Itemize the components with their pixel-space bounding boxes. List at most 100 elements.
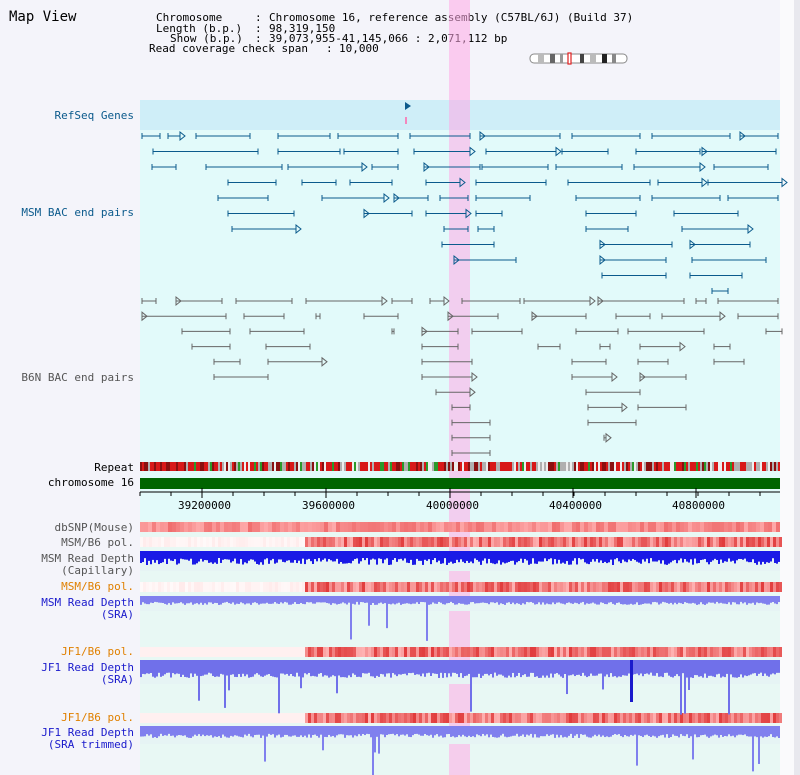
depth-bar xyxy=(400,726,402,735)
polymorphism-segment xyxy=(461,713,464,723)
repeat-segment xyxy=(632,462,634,471)
polymorphism-segment xyxy=(215,537,218,547)
repeat-segment xyxy=(540,462,542,471)
depth-bar xyxy=(354,660,356,675)
polymorphism-segment xyxy=(767,713,770,723)
depth-bar xyxy=(466,660,468,676)
depth-bar xyxy=(516,726,518,734)
right-scrollbar[interactable] xyxy=(794,0,800,775)
depth-bar xyxy=(336,551,338,559)
depth-bar xyxy=(362,660,364,674)
depth-bar xyxy=(336,596,338,605)
depth-bar xyxy=(462,660,464,678)
polymorphism-segment xyxy=(389,647,392,657)
polymorphism-segment xyxy=(638,647,641,657)
depth-bar xyxy=(458,660,460,678)
polymorphism-segment xyxy=(677,647,680,657)
polymorphism-segment xyxy=(185,647,188,657)
dbsnp-segment xyxy=(776,522,780,532)
track-label-msm-depth-sra[interactable]: MSM Read Depth xyxy=(41,596,134,609)
track-label-jf1-depth-trimmed[interactable]: JF1 Read Depth xyxy=(41,726,134,739)
polymorphism-segment xyxy=(710,647,713,657)
polymorphism-segment xyxy=(167,647,170,657)
depth-bar xyxy=(366,596,368,603)
polymorphism-segment xyxy=(287,582,290,592)
depth-bar xyxy=(148,660,150,674)
depth-bar xyxy=(542,551,544,562)
depth-bar xyxy=(190,551,192,559)
depth-bar xyxy=(458,551,460,563)
track-label-msm-b6-pol-2[interactable]: MSM/B6 pol. xyxy=(61,580,134,593)
depth-bar xyxy=(284,726,286,735)
repeat-segment xyxy=(628,462,630,471)
chromosome-ideogram[interactable] xyxy=(528,52,630,66)
depth-bar xyxy=(648,596,650,604)
depth-bar xyxy=(664,551,666,565)
polymorphism-segment xyxy=(434,582,437,592)
polymorphism-segment xyxy=(404,647,407,657)
depth-bar xyxy=(690,726,692,737)
track-label-dbsnp[interactable]: dbSNP(Mouse) xyxy=(54,521,134,534)
depth-bar xyxy=(572,551,574,561)
depth-bar xyxy=(690,551,692,560)
depth-bar xyxy=(362,596,364,603)
track-label-refseq[interactable]: RefSeq Genes xyxy=(54,109,134,122)
polymorphism-segment xyxy=(506,647,509,657)
repeat-segment xyxy=(654,462,656,471)
polymorphism-segment xyxy=(326,537,329,547)
track-label-b6n-bac[interactable]: B6N BAC end pairs xyxy=(21,371,134,384)
polymorphism-segment xyxy=(329,647,332,657)
dbsnp-segment xyxy=(156,522,160,532)
repeat-segment xyxy=(748,462,750,471)
polymorphism-segment xyxy=(386,647,389,657)
depth-bar xyxy=(342,596,344,603)
depth-bar xyxy=(386,596,388,629)
polymorphism-segment xyxy=(356,713,359,723)
polymorphism-segment xyxy=(287,537,290,547)
depth-bar xyxy=(268,596,270,604)
depth-bar xyxy=(290,726,292,737)
depth-bar xyxy=(668,551,670,564)
track-label-msm-depth-capillary[interactable]: MSM Read Depth xyxy=(41,552,134,565)
depth-bar xyxy=(572,596,574,604)
polymorphism-segment xyxy=(209,582,212,592)
track-label-jf1-b6-pol-2[interactable]: JF1/B6 pol. xyxy=(61,711,134,724)
depth-bar xyxy=(760,596,762,603)
repeat-segment xyxy=(286,462,288,471)
track-label-msm-b6-pol-1[interactable]: MSM/B6 pol. xyxy=(61,536,134,549)
depth-bar xyxy=(770,551,772,562)
dbsnp-segment xyxy=(324,522,328,532)
depth-bar xyxy=(496,551,498,564)
polymorphism-segment xyxy=(371,647,374,657)
polymorphism-segment xyxy=(407,647,410,657)
depth-bar xyxy=(502,726,504,734)
depth-bar xyxy=(222,660,224,675)
repeat-segment xyxy=(246,462,248,471)
track-label-jf1-depth-sra[interactable]: JF1 Read Depth xyxy=(41,661,134,674)
depth-bar xyxy=(534,596,536,605)
polymorphism-segment xyxy=(590,647,593,657)
depth-bar xyxy=(722,596,724,604)
track-label-jf1-b6-pol-1[interactable]: JF1/B6 pol. xyxy=(61,645,134,658)
polymorphism-segment xyxy=(470,582,473,592)
polymorphism-segment xyxy=(254,582,257,592)
depth-bar xyxy=(692,726,694,760)
depth-bar xyxy=(562,726,564,738)
polymorphism-segment xyxy=(452,647,455,657)
polymorphism-segment xyxy=(182,582,185,592)
polymorphism-segment xyxy=(770,713,773,723)
polymorphism-segment xyxy=(356,537,359,547)
depth-bar xyxy=(660,660,662,677)
polymorphism-segment xyxy=(605,582,608,592)
dbsnp-segment xyxy=(484,522,488,532)
dbsnp-segment xyxy=(260,522,264,532)
polymorphism-segment xyxy=(548,713,551,723)
dbsnp-segment xyxy=(476,522,480,532)
track-label-msm-bac[interactable]: MSM BAC end pairs xyxy=(21,206,134,219)
polymorphism-segment xyxy=(440,713,443,723)
polymorphism-segment xyxy=(653,582,656,592)
depth-bar xyxy=(150,660,152,673)
dbsnp-segment xyxy=(680,522,684,532)
polymorphism-segment xyxy=(359,647,362,657)
